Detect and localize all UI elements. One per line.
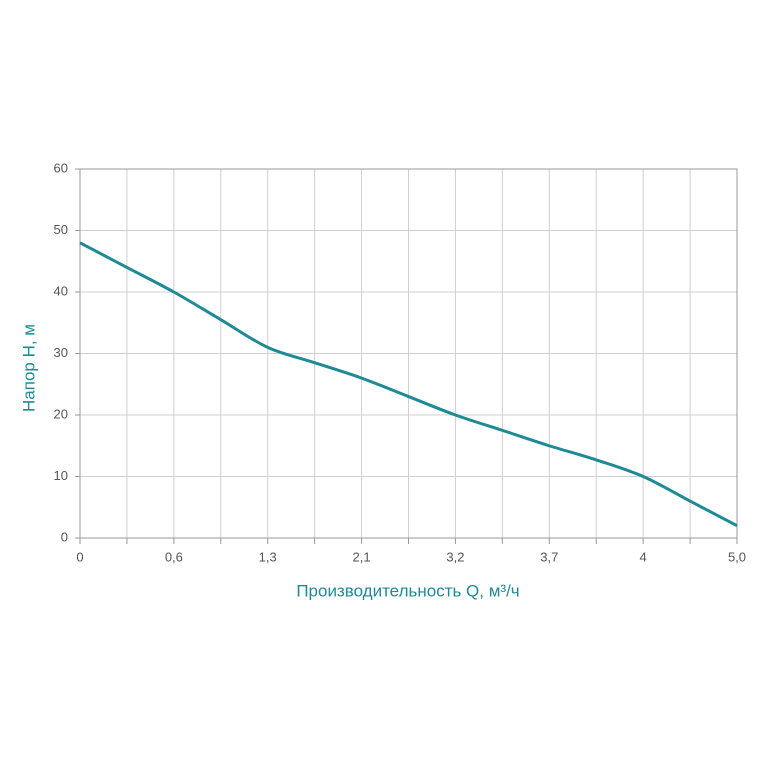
x-tick-label: 0,6 bbox=[165, 549, 183, 564]
plot-border bbox=[79, 168, 738, 539]
y-tick-label: 40 bbox=[54, 283, 68, 298]
x-axis-title: Производительность Q, м³/ч bbox=[296, 581, 519, 600]
y-tick-label: 10 bbox=[54, 468, 68, 483]
y-axis-title: Напор Н, м bbox=[19, 324, 38, 412]
y-tick-label: 0 bbox=[61, 529, 68, 544]
y-tick-label: 60 bbox=[54, 160, 68, 175]
x-tick-label: 1,3 bbox=[259, 549, 277, 564]
y-tick-label: 20 bbox=[54, 406, 68, 421]
y-tick-label: 50 bbox=[54, 222, 68, 237]
x-tick-label: 3,2 bbox=[446, 549, 464, 564]
data-line bbox=[79, 241, 738, 528]
x-tick-label: 4 bbox=[640, 549, 647, 564]
x-tick-label: 5,0 bbox=[728, 549, 746, 564]
x-tick-label: 0 bbox=[76, 549, 83, 564]
x-tick-label: 3,7 bbox=[540, 549, 558, 564]
x-tick-label: 2,1 bbox=[353, 549, 371, 564]
y-tick-label: 30 bbox=[54, 345, 68, 360]
